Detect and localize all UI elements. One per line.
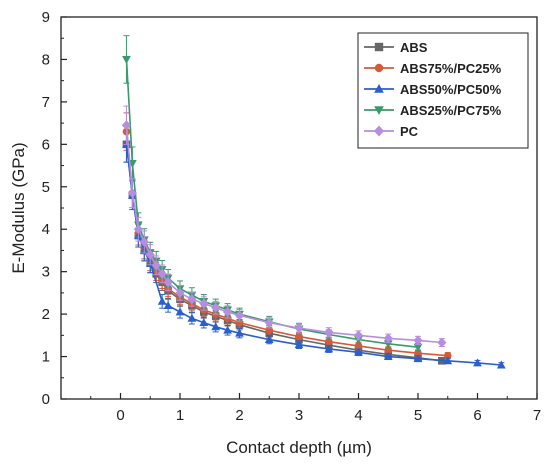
legend-label: ABS50%/PC50% [400, 82, 502, 97]
x-tick-label: 6 [473, 407, 481, 424]
data-point [413, 343, 423, 352]
data-point [223, 307, 233, 317]
y-tick-label: 5 [42, 179, 50, 196]
y-axis: 0 1 2 3 4 5 6 7 8 9 [42, 9, 67, 408]
data-point [163, 301, 173, 310]
data-point [223, 325, 232, 334]
y-tick-label: 0 [42, 391, 50, 408]
series-line [125, 144, 442, 362]
legend-item: ABS50%/PC50% [364, 82, 502, 97]
data-point [324, 327, 334, 338]
data-point [413, 335, 423, 346]
x-tick-label: 5 [414, 407, 422, 424]
data-point [121, 120, 132, 131]
data-point [413, 354, 423, 363]
series-line [125, 131, 448, 357]
data-point [175, 287, 185, 298]
y-tick-label: 2 [42, 306, 50, 323]
y-tick-label: 7 [42, 94, 50, 111]
y-axis-label: E-Modulus (GPa) [9, 142, 28, 273]
data-point [324, 344, 334, 353]
data-point [199, 298, 209, 309]
series-line [125, 125, 442, 344]
data-point [133, 224, 143, 235]
series-4 [121, 105, 447, 348]
data-point [187, 294, 197, 305]
y-tick-label: 4 [42, 221, 50, 238]
legend-marker [373, 125, 385, 137]
data-point [127, 188, 137, 199]
y-tick-label: 6 [42, 136, 50, 153]
legend-label: ABS75%/PC25% [400, 61, 502, 76]
legend-label: ABS25%/PC75% [400, 103, 502, 118]
data-point [235, 328, 244, 337]
x-axis: 0 1 2 3 4 5 6 7 [90, 393, 541, 424]
series-0 [122, 126, 446, 365]
data-point [264, 317, 274, 328]
x-tick-label: 7 [533, 407, 541, 424]
series-line [125, 144, 502, 366]
legend-item: ABS75%/PC25% [364, 61, 502, 76]
data-point [122, 56, 131, 65]
y-tick-label: 1 [42, 349, 50, 366]
data-point [496, 360, 506, 369]
data-point [473, 358, 482, 367]
x-tick-label: 2 [235, 407, 243, 424]
y-tick-label: 3 [42, 264, 50, 281]
x-tick-label: 1 [176, 407, 184, 424]
legend-box [357, 32, 529, 149]
x-tick-label: 4 [354, 407, 362, 424]
data-point [383, 333, 393, 344]
legend-marker [374, 106, 384, 116]
legend-marker [374, 63, 384, 73]
x-tick-label: 0 [116, 407, 124, 424]
data-point [294, 340, 304, 349]
y-tick-label: 8 [42, 51, 50, 68]
x-axis-label: Contact depth (µm) [226, 438, 372, 457]
x-tick-label: 3 [295, 407, 303, 424]
plot-content [121, 35, 506, 369]
legend-label: PC [400, 124, 419, 139]
data-point [264, 335, 274, 343]
legend: ABS ABS75%/PC25% ABS50%/PC50% ABS25%/PC75% P… [357, 32, 529, 149]
data-point [383, 351, 393, 360]
data-point [295, 332, 303, 341]
series-1 [122, 112, 452, 360]
data-point [175, 307, 185, 316]
data-point [163, 277, 173, 288]
data-point [384, 346, 393, 354]
legend-item: ABS25%/PC75% [364, 103, 502, 118]
legend-item: ABS [364, 40, 428, 55]
data-point [157, 268, 167, 279]
data-point [354, 347, 363, 356]
data-point [199, 318, 209, 327]
legend-marker [374, 83, 384, 93]
y-tick-label: 9 [42, 9, 50, 26]
data-point [187, 313, 197, 322]
legend-item: PC [364, 124, 419, 139]
data-point [157, 296, 167, 305]
data-point [437, 337, 447, 348]
data-point [145, 249, 155, 260]
legend-label: ABS [400, 40, 428, 55]
data-point [211, 302, 221, 313]
data-point [151, 260, 161, 271]
data-point [235, 318, 244, 327]
legend-marker [374, 42, 384, 52]
data-point [443, 351, 452, 360]
data-point [234, 310, 245, 321]
data-point [353, 330, 364, 341]
data-point [211, 322, 221, 331]
data-point [294, 323, 304, 334]
data-point [443, 356, 453, 365]
data-point [139, 237, 149, 247]
data-point [324, 337, 333, 346]
